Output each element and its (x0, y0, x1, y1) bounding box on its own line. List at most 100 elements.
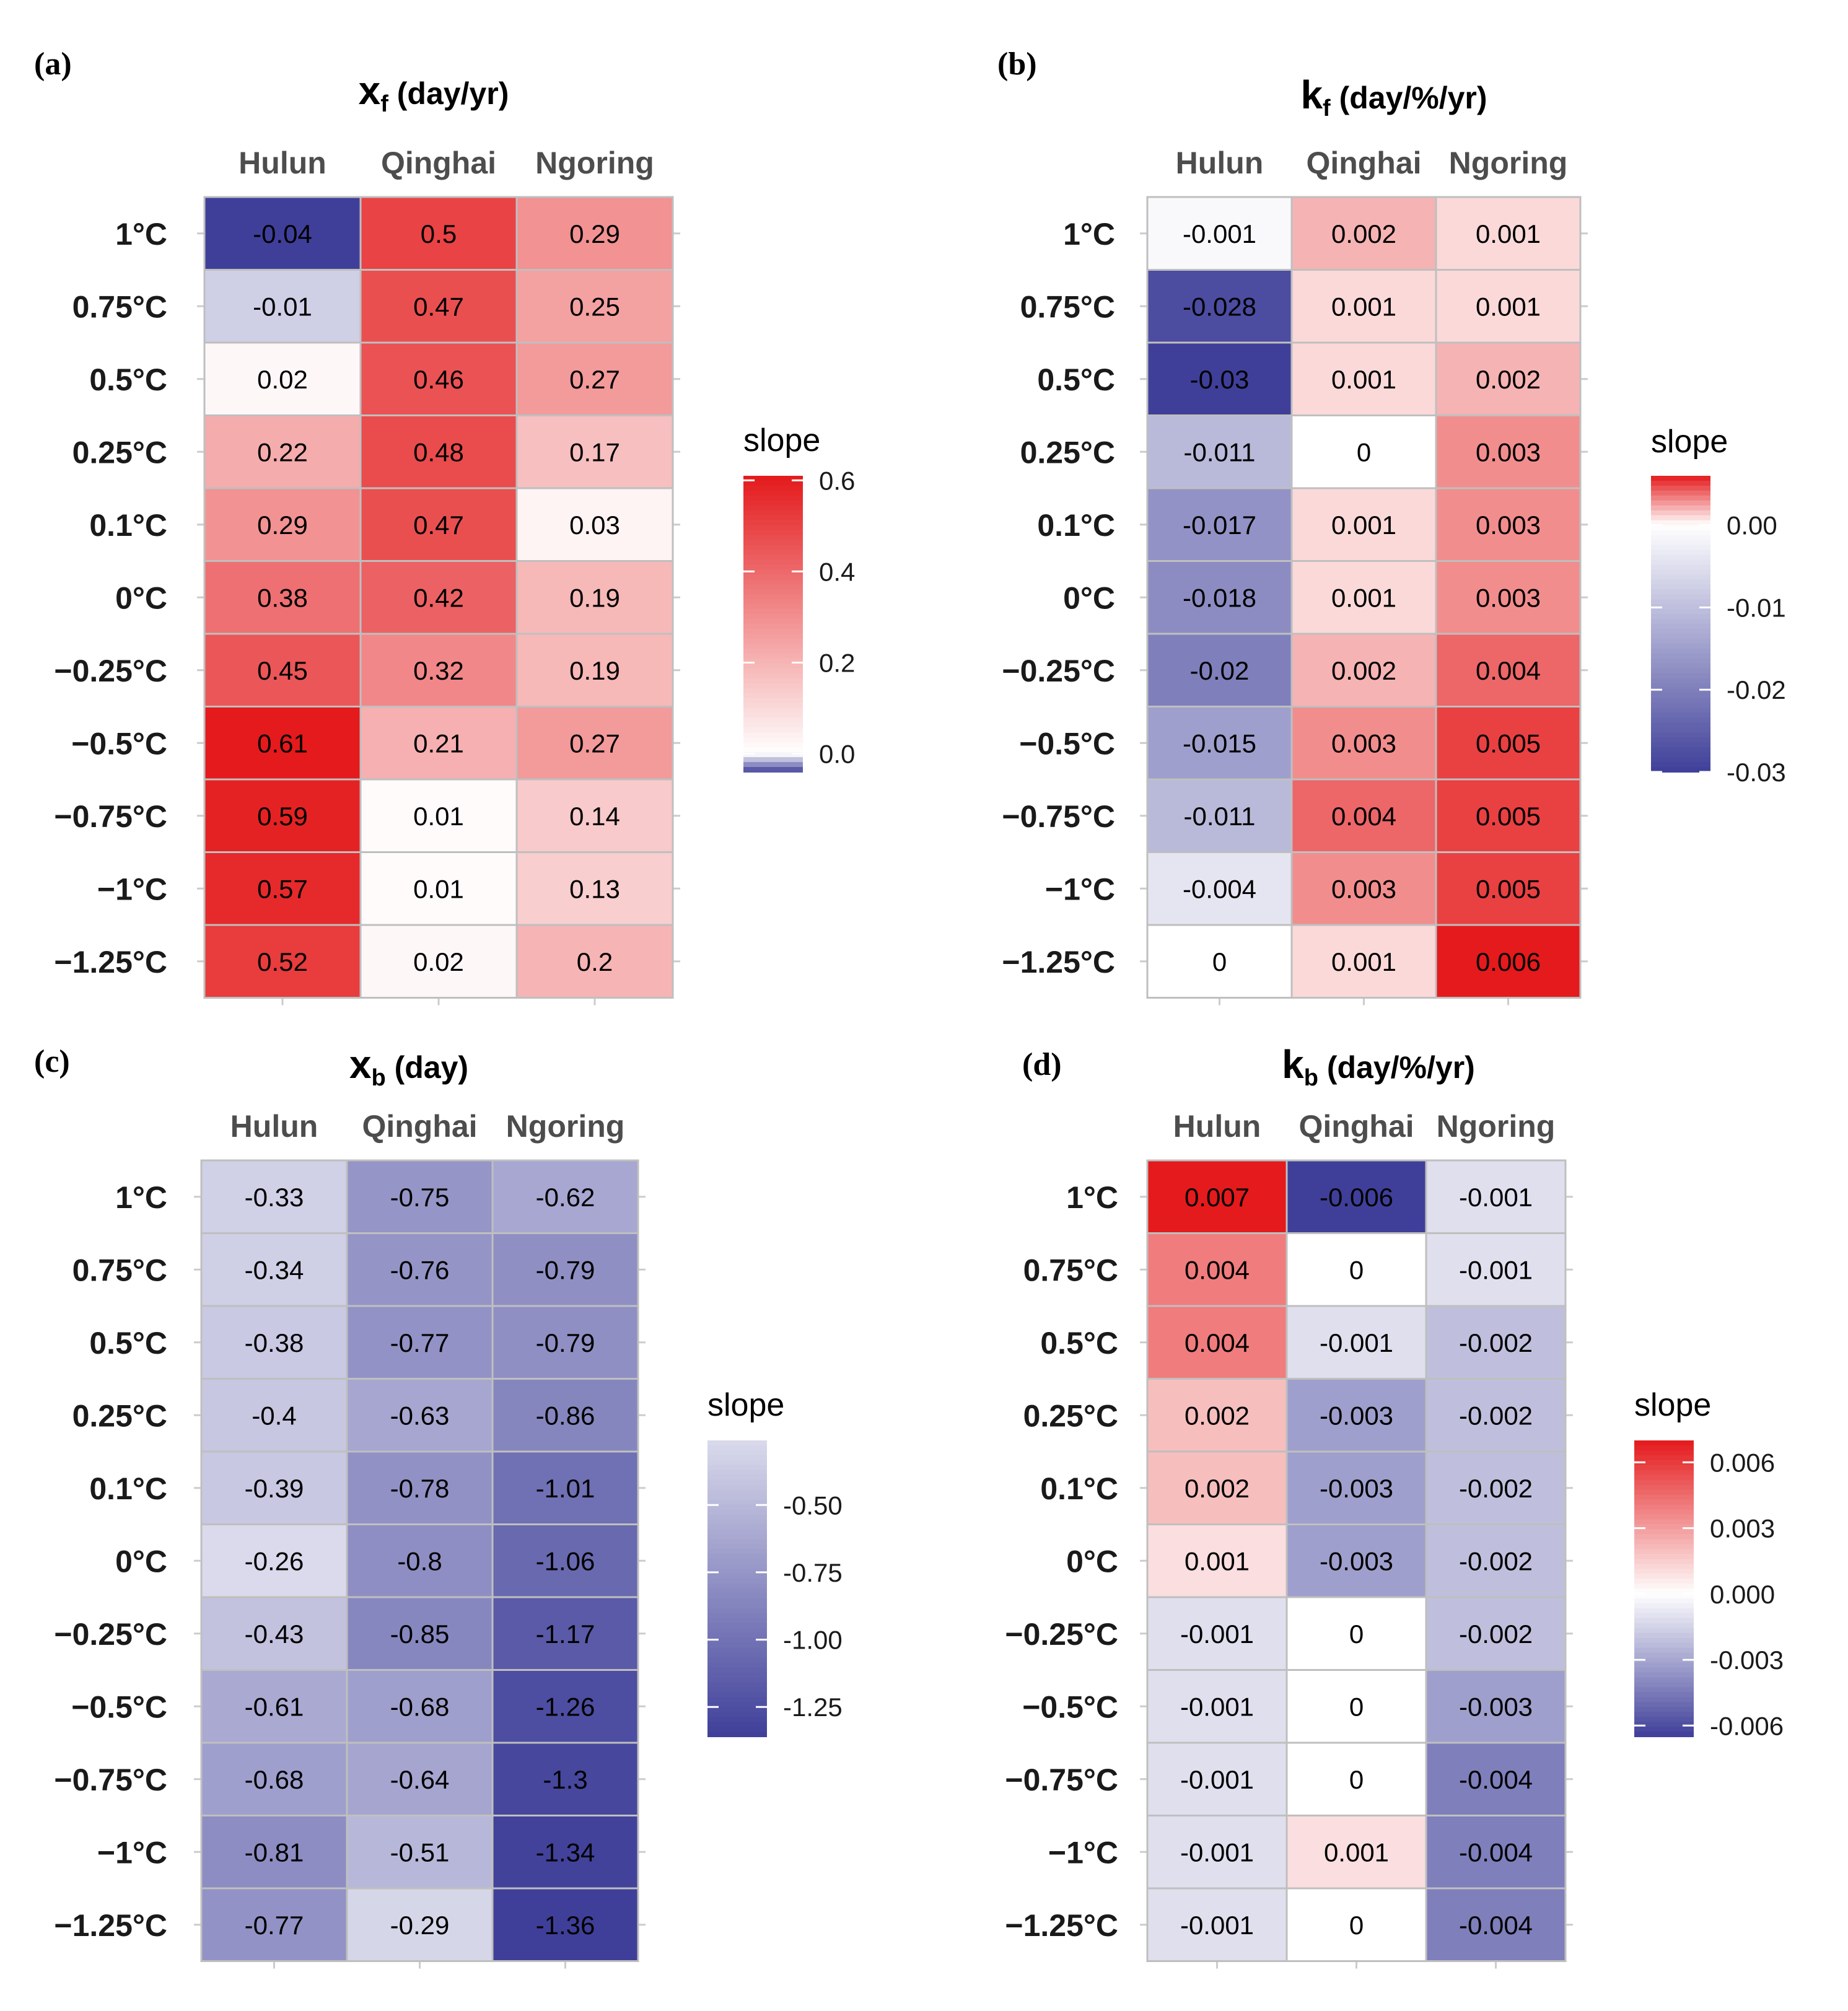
legend-tick-label: 0.2 (819, 649, 855, 678)
heatmap-cell (203, 633, 362, 708)
colorbar-segment (1651, 476, 1710, 481)
colorbar-segment (1634, 1687, 1694, 1693)
heatmap-cell (1285, 1742, 1427, 1816)
colorbar-segment (707, 1628, 767, 1634)
heatmap-cell (1425, 1887, 1567, 1962)
heatmap-cell (1435, 269, 1582, 344)
colorbar-segment (743, 628, 803, 634)
heatmap-cell (491, 1742, 639, 1816)
colorbar-segment (743, 619, 803, 624)
colorbar-segment (707, 1652, 767, 1658)
cell-value: -0.03 (1190, 365, 1250, 394)
colorbar-segment (707, 1642, 767, 1649)
colorbar-segment (1651, 569, 1710, 576)
colorbar-segment (1651, 712, 1710, 719)
legend-tick-label: 0.0 (819, 740, 855, 769)
cell-value: 0.01 (413, 802, 464, 831)
cell-value: -0.004 (1459, 1765, 1533, 1794)
cell-value: 0.25 (569, 292, 620, 321)
cell-value: 0.5 (421, 219, 457, 248)
colorbar-segment (1651, 619, 1710, 624)
colorbar-segment (1651, 727, 1710, 734)
cell-value: -0.85 (390, 1619, 450, 1649)
cell-value: -0.001 (1459, 1255, 1533, 1284)
colorbar-segment (1634, 1692, 1694, 1698)
cell-value: -0.79 (536, 1328, 595, 1357)
colorbar-segment (1651, 678, 1710, 684)
colorbar-segment (1634, 1647, 1694, 1654)
colorbar-segment (1651, 589, 1710, 595)
colorbar-segment (1651, 747, 1710, 753)
colorbar-segment (743, 480, 803, 486)
colorbar-segment (1651, 762, 1710, 768)
colorbar-segment (1634, 1479, 1694, 1486)
cell-value: 0.21 (413, 729, 464, 758)
heatmap-cell (1425, 1815, 1567, 1890)
row-label: 0.25°C (72, 1398, 167, 1433)
colorbar-segment (743, 688, 803, 694)
cell-value: 0.29 (569, 219, 620, 248)
colorbar-segment (707, 1667, 767, 1673)
colorbar-segment (1634, 1549, 1694, 1555)
cell-value: 0.001 (1331, 365, 1396, 394)
cell-value: -0.001 (1320, 1328, 1393, 1357)
heatmap-cell (1285, 1305, 1427, 1380)
colorbar-segment (1651, 545, 1710, 551)
colorbar-segment (1634, 1559, 1694, 1565)
cell-value: -0.68 (390, 1692, 450, 1721)
heatmap-cell (515, 851, 674, 926)
colorbar-segment (743, 752, 803, 758)
cell-value: -0.86 (536, 1401, 595, 1430)
cell-value: 0.001 (1331, 947, 1396, 976)
colorbar-segment (707, 1647, 767, 1654)
row-label: −1°C (97, 1835, 167, 1870)
cell-value: -0.017 (1183, 510, 1256, 540)
heatmap-cell (1435, 851, 1582, 926)
legend-tick-label: -0.02 (1727, 675, 1786, 704)
cell-value: -0.004 (1183, 874, 1256, 903)
colorbar-segment (743, 589, 803, 595)
colorbar-segment (743, 668, 803, 674)
legend-tick-label: -0.01 (1727, 593, 1786, 622)
colorbar-segment (707, 1569, 767, 1575)
cell-value: 0.001 (1331, 292, 1396, 321)
colorbar-segment (1634, 1539, 1694, 1545)
cell-value: -0.68 (245, 1765, 304, 1794)
colorbar-segment (1634, 1697, 1694, 1703)
cell-value: -0.011 (1184, 802, 1256, 831)
colorbar-segment (707, 1732, 767, 1737)
colorbar-segment (1651, 757, 1710, 763)
colorbar-segment (1634, 1460, 1694, 1466)
cell-value: -0.62 (536, 1183, 595, 1212)
heatmap-cell (1146, 1742, 1288, 1816)
heatmap-cell (200, 1232, 348, 1307)
heatmap-panel-4: (d) kb (day/%/yr) Hulun Qinghai Ngoring 1°C 0.… (1005, 1042, 1784, 1969)
colorbar-segment (707, 1509, 767, 1515)
cell-value: 0.001 (1476, 292, 1541, 321)
colorbar-segment (707, 1579, 767, 1585)
colorbar-segment (707, 1455, 767, 1461)
colorbar-segment (1651, 683, 1710, 689)
colorbar-segment (1634, 1574, 1694, 1580)
cell-value: 0 (1349, 1692, 1364, 1721)
colorbar-segment (707, 1554, 767, 1560)
colorbar-segment (707, 1484, 767, 1491)
heatmap-cell (200, 1523, 348, 1598)
colorbar-segment (1634, 1489, 1694, 1496)
colorbar-segment (1651, 495, 1710, 501)
colorbar-segment (1634, 1484, 1694, 1491)
legend-tick-label: 0.006 (1710, 1448, 1775, 1477)
legend-title: slope (707, 1387, 784, 1423)
heatmap-cell (1435, 560, 1582, 635)
colorbar-segment (1651, 500, 1710, 506)
colorbar-segment (707, 1460, 767, 1466)
heatmap-cell (491, 1523, 639, 1598)
colorbar-segment (1634, 1445, 1694, 1451)
cell-value: -0.8 (397, 1546, 442, 1575)
cell-value: 0 (1349, 1911, 1364, 1940)
legend-tick-label: -0.50 (783, 1491, 843, 1520)
colorbar-segment (1651, 752, 1710, 758)
heatmap-cell (1146, 706, 1293, 781)
row-label: −0.5°C (71, 726, 167, 761)
colorbar-segment (1651, 480, 1710, 486)
